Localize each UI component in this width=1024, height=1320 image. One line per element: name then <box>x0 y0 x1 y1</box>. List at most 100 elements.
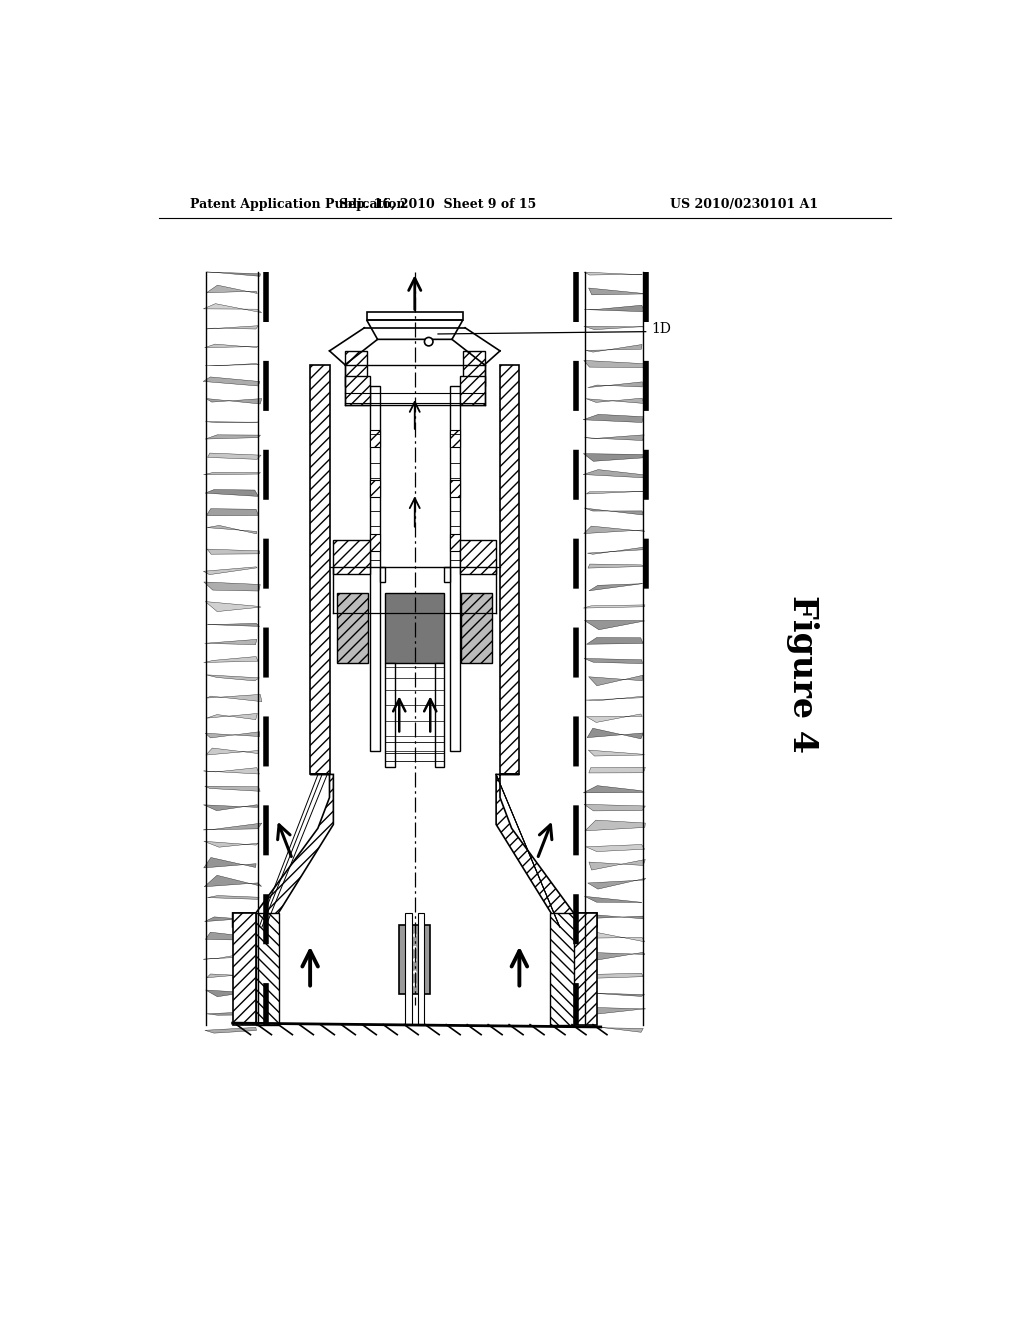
Bar <box>500 364 519 775</box>
Polygon shape <box>206 713 257 719</box>
Polygon shape <box>205 1027 256 1034</box>
Circle shape <box>407 945 411 949</box>
Polygon shape <box>589 750 644 756</box>
Polygon shape <box>587 491 644 494</box>
Circle shape <box>407 970 411 974</box>
Polygon shape <box>587 638 643 644</box>
Polygon shape <box>435 663 444 767</box>
Text: Sep. 16, 2010  Sheet 9 of 15: Sep. 16, 2010 Sheet 9 of 15 <box>339 198 537 211</box>
Polygon shape <box>206 399 262 404</box>
Bar <box>399 924 430 994</box>
Circle shape <box>407 958 411 962</box>
Bar <box>450 480 460 498</box>
Polygon shape <box>206 694 262 702</box>
Polygon shape <box>207 549 260 554</box>
Polygon shape <box>207 272 260 276</box>
Polygon shape <box>588 973 643 978</box>
Polygon shape <box>589 993 645 997</box>
Text: US 2010/0230101 A1: US 2010/0230101 A1 <box>671 198 818 211</box>
Bar <box>337 594 369 663</box>
Polygon shape <box>204 566 257 574</box>
Polygon shape <box>203 378 260 385</box>
Circle shape <box>407 933 411 937</box>
Polygon shape <box>587 932 645 941</box>
Bar <box>463 351 484 385</box>
Polygon shape <box>589 676 643 686</box>
Polygon shape <box>204 858 256 869</box>
Polygon shape <box>418 913 424 1024</box>
Polygon shape <box>587 1027 643 1032</box>
Polygon shape <box>586 399 644 404</box>
Circle shape <box>413 970 417 974</box>
Polygon shape <box>586 845 645 851</box>
Bar <box>370 480 380 498</box>
Circle shape <box>413 933 417 937</box>
Polygon shape <box>585 820 645 830</box>
Polygon shape <box>206 326 258 329</box>
Polygon shape <box>206 508 258 516</box>
Polygon shape <box>450 385 460 751</box>
Polygon shape <box>588 878 646 890</box>
Polygon shape <box>208 453 261 459</box>
Polygon shape <box>204 875 261 887</box>
Polygon shape <box>204 582 260 591</box>
Bar <box>461 594 493 663</box>
Bar <box>256 913 280 1024</box>
Bar <box>450 535 460 552</box>
Bar <box>573 913 597 1024</box>
Polygon shape <box>207 525 257 533</box>
Polygon shape <box>583 414 643 422</box>
Circle shape <box>424 338 433 346</box>
Circle shape <box>413 945 417 949</box>
Circle shape <box>419 982 423 986</box>
Polygon shape <box>584 454 644 461</box>
Text: 1D: 1D <box>651 322 671 337</box>
Polygon shape <box>584 785 644 793</box>
Bar <box>310 364 330 775</box>
Polygon shape <box>204 952 259 960</box>
Polygon shape <box>588 564 644 568</box>
Polygon shape <box>584 605 645 609</box>
Polygon shape <box>205 787 260 791</box>
Polygon shape <box>584 527 645 533</box>
Bar <box>550 913 573 1024</box>
Polygon shape <box>584 305 644 312</box>
Polygon shape <box>588 548 644 554</box>
Polygon shape <box>204 656 258 663</box>
Polygon shape <box>444 566 450 582</box>
Polygon shape <box>587 714 642 722</box>
Polygon shape <box>205 434 260 440</box>
Polygon shape <box>589 583 643 591</box>
Polygon shape <box>367 313 463 321</box>
Polygon shape <box>207 973 261 978</box>
Polygon shape <box>586 696 643 701</box>
Polygon shape <box>584 804 645 810</box>
Polygon shape <box>588 381 642 388</box>
Circle shape <box>407 982 411 986</box>
Polygon shape <box>205 345 258 347</box>
Polygon shape <box>204 805 258 810</box>
Polygon shape <box>205 363 259 366</box>
Polygon shape <box>589 288 645 294</box>
Polygon shape <box>385 594 444 663</box>
Polygon shape <box>585 434 644 441</box>
Polygon shape <box>206 748 259 755</box>
Polygon shape <box>589 859 645 870</box>
Polygon shape <box>586 345 642 352</box>
Bar <box>460 376 484 405</box>
Bar <box>345 376 370 405</box>
Polygon shape <box>205 490 258 496</box>
Polygon shape <box>204 768 259 774</box>
Polygon shape <box>204 304 262 313</box>
Bar <box>334 540 370 574</box>
Bar <box>460 540 496 574</box>
Bar <box>370 535 380 552</box>
Text: Figure 4: Figure 4 <box>785 595 819 754</box>
Polygon shape <box>206 675 259 681</box>
Polygon shape <box>204 473 261 475</box>
Polygon shape <box>205 602 261 611</box>
Polygon shape <box>586 952 645 961</box>
Polygon shape <box>587 729 643 739</box>
Bar <box>370 430 380 447</box>
Polygon shape <box>584 659 642 664</box>
